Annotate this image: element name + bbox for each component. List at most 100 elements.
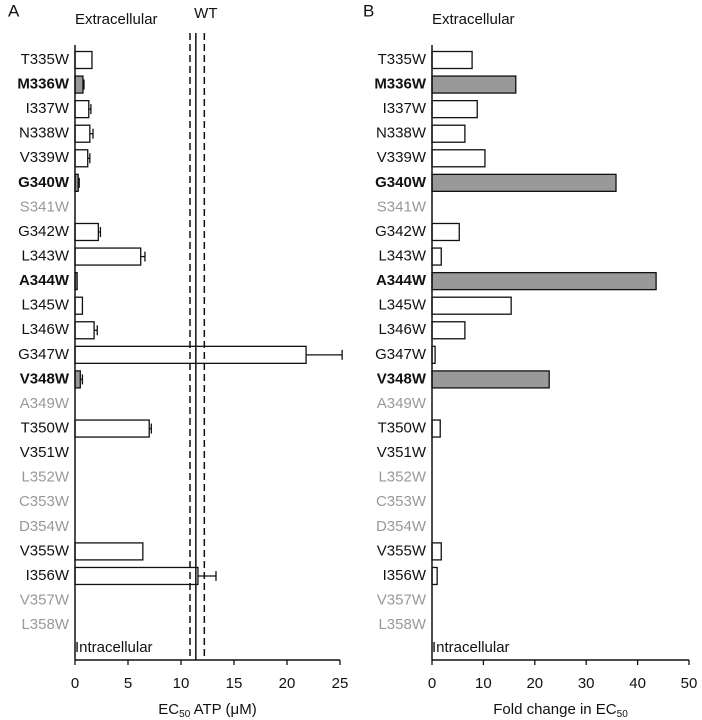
bar [74, 149, 89, 168]
x-tick-label: 15 [226, 675, 243, 692]
bar [431, 149, 486, 168]
x-tick-label: 25 [332, 675, 349, 692]
bar [74, 566, 199, 586]
bar [431, 321, 466, 340]
category-label: L346W [378, 321, 426, 338]
bar [431, 222, 460, 242]
category-label: A344W [376, 272, 427, 289]
bar [431, 124, 466, 143]
x-axis-title-rest: ATP (μM) [190, 701, 256, 718]
error-bar [306, 349, 343, 360]
x-tick-label: 0 [428, 675, 436, 692]
category-label: I337W [383, 100, 427, 117]
category-label: T350W [378, 420, 427, 437]
bar [431, 75, 517, 94]
error-bar [149, 423, 152, 434]
category-label: L345W [21, 297, 69, 314]
category-label: L346W [21, 321, 69, 338]
top-label: Extracellular [432, 11, 515, 28]
category-label: S341W [377, 198, 427, 215]
x-tick-label: 20 [526, 675, 543, 692]
bottom-label: Intracellular [75, 639, 153, 656]
bar [74, 419, 150, 438]
bar [431, 99, 478, 119]
x-tick-label: 5 [124, 675, 132, 692]
bar [431, 247, 442, 266]
bar [431, 173, 617, 193]
category-label: I337W [26, 100, 70, 117]
category-label: A349W [377, 395, 427, 412]
category-label: M336W [374, 76, 427, 93]
x-axis-title: EC50 ATP (μM) [158, 701, 256, 720]
bar [74, 370, 81, 389]
category-label: I356W [26, 567, 70, 584]
category-label: G342W [375, 223, 427, 240]
category-label: L345W [378, 297, 426, 314]
category-label: V348W [377, 370, 427, 387]
category-label: S341W [20, 198, 70, 215]
bar [431, 566, 438, 586]
error-bar [78, 177, 80, 188]
category-label: A349W [20, 395, 70, 412]
category-label: V339W [20, 149, 70, 166]
panel-label: A [8, 1, 20, 20]
x-tick-label: 20 [279, 675, 296, 692]
category-label: C353W [19, 493, 70, 510]
category-label: A344W [19, 272, 70, 289]
category-label: D354W [376, 518, 427, 535]
panel-label: B [363, 1, 374, 20]
bar [74, 542, 144, 561]
category-label: V351W [377, 444, 427, 461]
category-label: C353W [376, 493, 427, 510]
category-label: N338W [19, 125, 70, 142]
category-label: T335W [378, 51, 427, 68]
category-label: V357W [377, 592, 427, 609]
category-label: L358W [378, 616, 426, 633]
bar [431, 296, 512, 315]
category-label: T335W [21, 51, 70, 68]
category-label: M336W [17, 76, 70, 93]
category-label: V357W [20, 592, 70, 609]
category-label: L358W [21, 616, 69, 633]
category-label: G340W [18, 174, 70, 191]
error-bar [98, 226, 102, 237]
category-label: L352W [378, 469, 426, 486]
error-bar [94, 325, 98, 336]
category-label: T350W [21, 420, 70, 437]
bar [74, 296, 84, 315]
wt-label: WT [194, 5, 217, 22]
x-axis-title-main: Fold change in EC [493, 701, 617, 718]
bar [431, 271, 657, 291]
error-bar [88, 104, 92, 115]
category-label: G347W [375, 346, 427, 363]
category-label: V355W [20, 542, 70, 559]
x-tick-label: 40 [629, 675, 646, 692]
bar [74, 321, 95, 340]
bottom-label: Intracellular [432, 639, 510, 656]
bar [431, 50, 473, 70]
category-label: V355W [377, 542, 427, 559]
bar [74, 124, 91, 143]
error-bar [140, 251, 146, 262]
category-label: G342W [18, 223, 70, 240]
category-label: V351W [20, 444, 70, 461]
top-label: Extracellular [75, 11, 158, 28]
x-tick-label: 0 [71, 675, 79, 692]
bar [74, 99, 90, 119]
category-label: D354W [19, 518, 70, 535]
category-label: L343W [21, 248, 69, 265]
x-axis-title-sub: 50 [617, 709, 629, 720]
x-axis-title: Fold change in EC50 [493, 701, 628, 720]
bar [431, 370, 550, 389]
bar [74, 75, 84, 94]
category-label: N338W [376, 125, 427, 142]
bar [74, 222, 99, 242]
error-bar [80, 374, 84, 385]
category-label: G340W [375, 174, 427, 191]
error-bar [89, 128, 94, 139]
error-bar [87, 153, 91, 164]
bar [431, 542, 442, 561]
category-label: V348W [20, 370, 70, 387]
x-axis-title-sub: 50 [179, 709, 191, 720]
category-label: V339W [377, 149, 427, 166]
